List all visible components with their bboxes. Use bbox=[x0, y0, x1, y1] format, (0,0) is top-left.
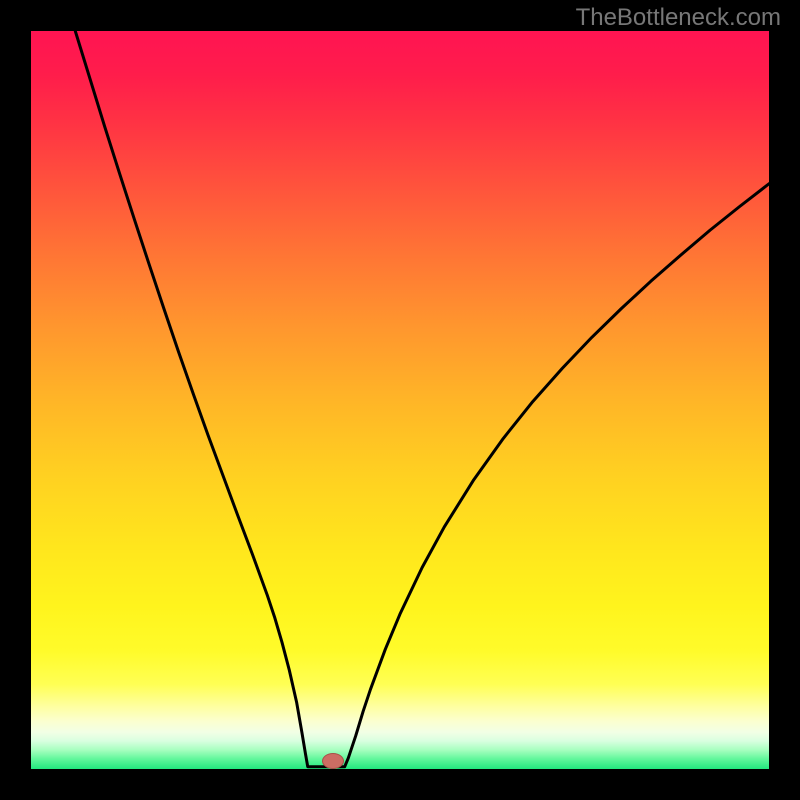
bottleneck-curve-path bbox=[75, 31, 769, 767]
chart-container: TheBottleneck.com bbox=[0, 0, 800, 800]
bottleneck-curve-svg bbox=[31, 31, 769, 769]
plot-area bbox=[31, 31, 769, 769]
watermark-text: TheBottleneck.com bbox=[576, 4, 781, 32]
